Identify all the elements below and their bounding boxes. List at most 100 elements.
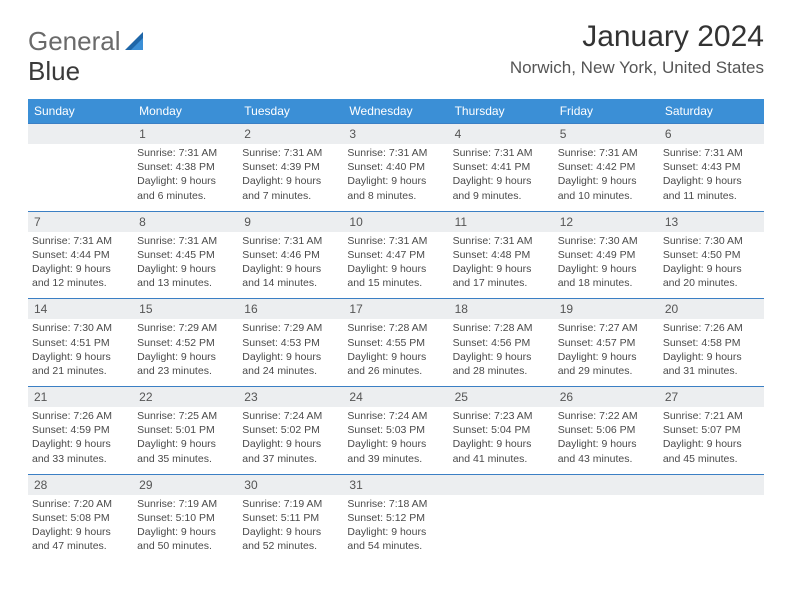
day-cell: 6Sunrise: 7:31 AMSunset: 4:43 PMDaylight… bbox=[659, 124, 764, 212]
day-number: 29 bbox=[133, 475, 238, 495]
sunrise-text: Sunrise: 7:28 AM bbox=[453, 321, 550, 335]
day-number: 3 bbox=[343, 124, 448, 144]
sunrise-text: Sunrise: 7:31 AM bbox=[558, 146, 655, 160]
day-number: 31 bbox=[343, 475, 448, 495]
daylight-text: Daylight: 9 hours and 23 minutes. bbox=[137, 350, 234, 378]
sunrise-text: Sunrise: 7:19 AM bbox=[242, 497, 339, 511]
sunrise-text: Sunrise: 7:31 AM bbox=[242, 234, 339, 248]
sunrise-text: Sunrise: 7:30 AM bbox=[558, 234, 655, 248]
sunset-text: Sunset: 5:08 PM bbox=[32, 511, 129, 525]
day-number: 7 bbox=[28, 212, 133, 232]
day-cell: 7Sunrise: 7:31 AMSunset: 4:44 PMDaylight… bbox=[28, 211, 133, 299]
sunrise-text: Sunrise: 7:28 AM bbox=[347, 321, 444, 335]
day-number: 28 bbox=[28, 475, 133, 495]
day-cell: 22Sunrise: 7:25 AMSunset: 5:01 PMDayligh… bbox=[133, 387, 238, 475]
sunset-text: Sunset: 5:12 PM bbox=[347, 511, 444, 525]
day-number: 22 bbox=[133, 387, 238, 407]
day-cell: 15Sunrise: 7:29 AMSunset: 4:52 PMDayligh… bbox=[133, 299, 238, 387]
day-body: Sunrise: 7:31 AMSunset: 4:44 PMDaylight:… bbox=[28, 232, 133, 299]
day-number: 23 bbox=[238, 387, 343, 407]
day-cell bbox=[28, 124, 133, 212]
day-cell: 9Sunrise: 7:31 AMSunset: 4:46 PMDaylight… bbox=[238, 211, 343, 299]
day-number: 19 bbox=[554, 299, 659, 319]
day-cell: 12Sunrise: 7:30 AMSunset: 4:49 PMDayligh… bbox=[554, 211, 659, 299]
day-number: 27 bbox=[659, 387, 764, 407]
day-cell: 31Sunrise: 7:18 AMSunset: 5:12 PMDayligh… bbox=[343, 474, 448, 561]
day-header: Saturday bbox=[659, 99, 764, 124]
sunset-text: Sunset: 4:52 PM bbox=[137, 336, 234, 350]
day-number: 16 bbox=[238, 299, 343, 319]
sunset-text: Sunset: 5:04 PM bbox=[453, 423, 550, 437]
day-body: Sunrise: 7:31 AMSunset: 4:40 PMDaylight:… bbox=[343, 144, 448, 211]
daylight-text: Daylight: 9 hours and 29 minutes. bbox=[558, 350, 655, 378]
month-title: January 2024 bbox=[510, 20, 764, 54]
day-cell: 26Sunrise: 7:22 AMSunset: 5:06 PMDayligh… bbox=[554, 387, 659, 475]
day-cell: 30Sunrise: 7:19 AMSunset: 5:11 PMDayligh… bbox=[238, 474, 343, 561]
daylight-text: Daylight: 9 hours and 41 minutes. bbox=[453, 437, 550, 465]
day-number: 18 bbox=[449, 299, 554, 319]
daylight-text: Daylight: 9 hours and 43 minutes. bbox=[558, 437, 655, 465]
daylight-text: Daylight: 9 hours and 50 minutes. bbox=[137, 525, 234, 553]
daylight-text: Daylight: 9 hours and 15 minutes. bbox=[347, 262, 444, 290]
daylight-text: Daylight: 9 hours and 37 minutes. bbox=[242, 437, 339, 465]
daylight-text: Daylight: 9 hours and 14 minutes. bbox=[242, 262, 339, 290]
day-number bbox=[554, 475, 659, 495]
day-cell: 27Sunrise: 7:21 AMSunset: 5:07 PMDayligh… bbox=[659, 387, 764, 475]
sunrise-text: Sunrise: 7:25 AM bbox=[137, 409, 234, 423]
day-body: Sunrise: 7:28 AMSunset: 4:55 PMDaylight:… bbox=[343, 319, 448, 386]
daylight-text: Daylight: 9 hours and 52 minutes. bbox=[242, 525, 339, 553]
sunrise-text: Sunrise: 7:26 AM bbox=[663, 321, 760, 335]
day-body: Sunrise: 7:23 AMSunset: 5:04 PMDaylight:… bbox=[449, 407, 554, 474]
day-number: 8 bbox=[133, 212, 238, 232]
sunrise-text: Sunrise: 7:29 AM bbox=[137, 321, 234, 335]
day-cell: 16Sunrise: 7:29 AMSunset: 4:53 PMDayligh… bbox=[238, 299, 343, 387]
day-number: 30 bbox=[238, 475, 343, 495]
day-body: Sunrise: 7:20 AMSunset: 5:08 PMDaylight:… bbox=[28, 495, 133, 562]
day-number: 14 bbox=[28, 299, 133, 319]
logo: General bbox=[28, 26, 147, 57]
day-body: Sunrise: 7:19 AMSunset: 5:10 PMDaylight:… bbox=[133, 495, 238, 562]
title-block: January 2024 Norwich, New York, United S… bbox=[510, 20, 764, 78]
daylight-text: Daylight: 9 hours and 33 minutes. bbox=[32, 437, 129, 465]
day-number: 5 bbox=[554, 124, 659, 144]
daylight-text: Daylight: 9 hours and 18 minutes. bbox=[558, 262, 655, 290]
daylight-text: Daylight: 9 hours and 12 minutes. bbox=[32, 262, 129, 290]
day-number: 10 bbox=[343, 212, 448, 232]
daylight-text: Daylight: 9 hours and 54 minutes. bbox=[347, 525, 444, 553]
day-cell: 23Sunrise: 7:24 AMSunset: 5:02 PMDayligh… bbox=[238, 387, 343, 475]
day-cell: 2Sunrise: 7:31 AMSunset: 4:39 PMDaylight… bbox=[238, 124, 343, 212]
daylight-text: Daylight: 9 hours and 24 minutes. bbox=[242, 350, 339, 378]
day-number: 24 bbox=[343, 387, 448, 407]
sunrise-text: Sunrise: 7:31 AM bbox=[453, 234, 550, 248]
day-number: 6 bbox=[659, 124, 764, 144]
day-body: Sunrise: 7:30 AMSunset: 4:51 PMDaylight:… bbox=[28, 319, 133, 386]
day-number: 17 bbox=[343, 299, 448, 319]
day-cell: 5Sunrise: 7:31 AMSunset: 4:42 PMDaylight… bbox=[554, 124, 659, 212]
day-body: Sunrise: 7:30 AMSunset: 4:49 PMDaylight:… bbox=[554, 232, 659, 299]
logo-text-blue: Blue bbox=[28, 56, 80, 86]
sunrise-text: Sunrise: 7:31 AM bbox=[137, 146, 234, 160]
day-body bbox=[449, 495, 554, 547]
sunrise-text: Sunrise: 7:31 AM bbox=[347, 234, 444, 248]
daylight-text: Daylight: 9 hours and 21 minutes. bbox=[32, 350, 129, 378]
day-header: Monday bbox=[133, 99, 238, 124]
day-body: Sunrise: 7:31 AMSunset: 4:48 PMDaylight:… bbox=[449, 232, 554, 299]
week-row: 14Sunrise: 7:30 AMSunset: 4:51 PMDayligh… bbox=[28, 299, 764, 387]
day-body: Sunrise: 7:31 AMSunset: 4:42 PMDaylight:… bbox=[554, 144, 659, 211]
day-cell: 20Sunrise: 7:26 AMSunset: 4:58 PMDayligh… bbox=[659, 299, 764, 387]
logo-sail-icon bbox=[125, 26, 147, 57]
day-body: Sunrise: 7:19 AMSunset: 5:11 PMDaylight:… bbox=[238, 495, 343, 562]
daylight-text: Daylight: 9 hours and 11 minutes. bbox=[663, 174, 760, 202]
sunrise-text: Sunrise: 7:31 AM bbox=[663, 146, 760, 160]
day-cell: 21Sunrise: 7:26 AMSunset: 4:59 PMDayligh… bbox=[28, 387, 133, 475]
day-number: 20 bbox=[659, 299, 764, 319]
sunset-text: Sunset: 4:48 PM bbox=[453, 248, 550, 262]
sunrise-text: Sunrise: 7:26 AM bbox=[32, 409, 129, 423]
day-cell: 14Sunrise: 7:30 AMSunset: 4:51 PMDayligh… bbox=[28, 299, 133, 387]
day-number bbox=[28, 124, 133, 144]
daylight-text: Daylight: 9 hours and 31 minutes. bbox=[663, 350, 760, 378]
sunset-text: Sunset: 4:56 PM bbox=[453, 336, 550, 350]
sunset-text: Sunset: 5:03 PM bbox=[347, 423, 444, 437]
day-cell: 17Sunrise: 7:28 AMSunset: 4:55 PMDayligh… bbox=[343, 299, 448, 387]
sunset-text: Sunset: 4:50 PM bbox=[663, 248, 760, 262]
